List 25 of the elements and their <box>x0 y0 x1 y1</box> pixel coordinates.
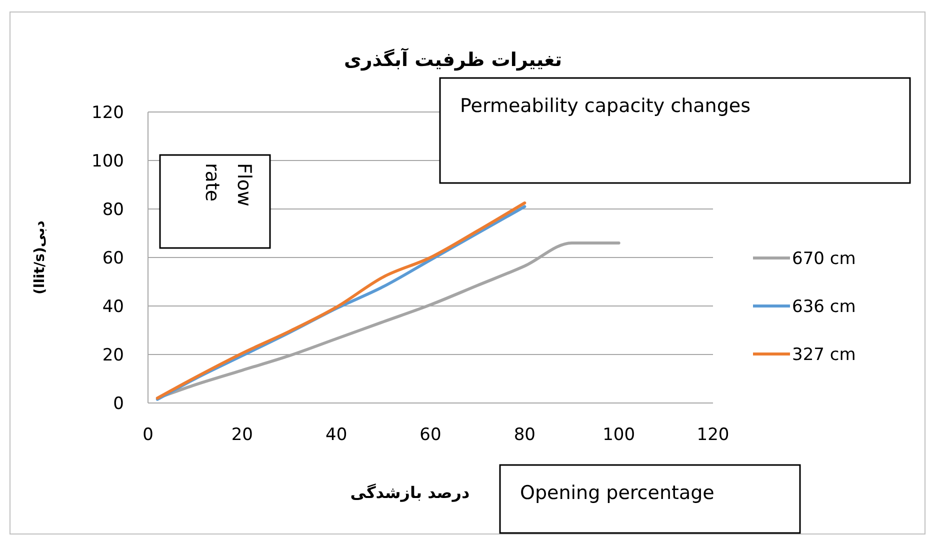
y-tick-label: 20 <box>102 346 124 366</box>
x-tick-label: 60 <box>420 425 442 445</box>
chart-title: تغییرات ظرفیت آبگذری <box>344 47 562 71</box>
annotation: Flow rate <box>159 154 271 249</box>
legend-label: 670 cm <box>792 249 856 269</box>
y-tick-label: 0 <box>113 394 124 414</box>
y-axis-title: دبی(llit/s) <box>32 220 48 294</box>
x-tick-label: 120 <box>696 425 730 445</box>
y-tick-label: 80 <box>102 200 124 220</box>
annotation: Opening percentage <box>499 464 801 534</box>
y-tick-label: 100 <box>92 152 124 172</box>
x-tick-label: 100 <box>602 425 636 445</box>
x-axis-title: درصد بازشدگی <box>350 483 470 502</box>
legend-label: 636 cm <box>792 297 856 317</box>
y-tick-label: 60 <box>102 248 124 268</box>
annotation: Permeability capacity changes <box>439 77 911 184</box>
annotation: Flow rate <box>201 163 255 206</box>
x-tick-label: 20 <box>231 425 253 445</box>
y-tick-label: 40 <box>102 297 124 317</box>
legend-label: 327 cm <box>792 345 856 365</box>
x-tick-label: 0 <box>142 425 154 445</box>
x-tick-label: 80 <box>514 425 536 445</box>
x-tick-label: 40 <box>326 425 348 445</box>
annotation: Permeability capacity changes <box>460 95 750 117</box>
y-tick-label: 120 <box>92 103 124 123</box>
